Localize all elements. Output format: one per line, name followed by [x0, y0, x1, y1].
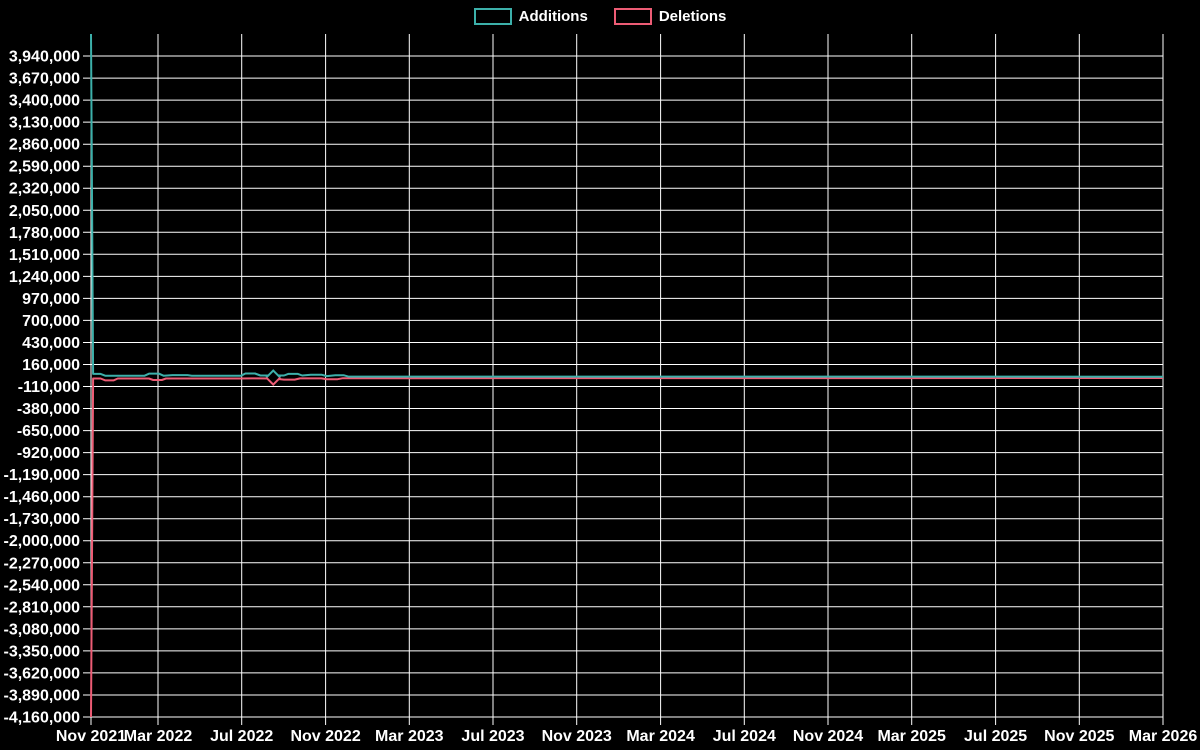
x-axis-label: Jul 2022 — [210, 728, 273, 745]
y-axis-label: -2,270,000 — [3, 555, 80, 572]
series-line-additions[interactable] — [90, 33, 1164, 378]
y-axis-label: -3,080,000 — [3, 621, 80, 638]
hover-marker-deletions-icon[interactable] — [265, 376, 281, 386]
x-axis-label: Nov 2023 — [542, 728, 612, 745]
y-axis-label: -4,160,000 — [3, 710, 80, 727]
hover-marker-additions-icon[interactable] — [265, 369, 281, 379]
legend-item-deletions[interactable]: Deletions — [613, 8, 727, 25]
y-axis-label: -920,000 — [17, 445, 80, 462]
y-axis-label: 1,780,000 — [9, 225, 80, 242]
legend-label-deletions: Deletions — [658, 8, 727, 25]
x-axis-label: Mar 2026 — [1129, 728, 1198, 745]
x-axis-label: Jul 2024 — [713, 728, 776, 745]
x-axis-label: Mar 2024 — [626, 728, 695, 745]
y-axis-label: 2,050,000 — [9, 203, 80, 220]
y-axis-label: -2,810,000 — [3, 599, 80, 616]
y-axis-label: -2,000,000 — [3, 533, 80, 550]
x-axis-label: Jul 2025 — [964, 728, 1027, 745]
hover-marker-fill — [266, 370, 281, 385]
y-axis-label: 2,590,000 — [9, 159, 80, 176]
y-axis-label: 3,670,000 — [9, 71, 80, 88]
x-axis-label: Nov 2022 — [290, 728, 360, 745]
y-axis-label: -1,190,000 — [3, 467, 80, 484]
y-axis-label: 3,940,000 — [9, 49, 80, 66]
x-axis-label: Nov 2024 — [793, 728, 863, 745]
additions-swatch-icon — [473, 8, 512, 25]
x-axis-label: Mar 2023 — [375, 728, 444, 745]
y-axis-label: -2,540,000 — [3, 577, 80, 594]
y-axis-label: 430,000 — [22, 335, 80, 352]
y-axis-label: 970,000 — [22, 291, 80, 308]
x-axis-label: Mar 2022 — [124, 728, 193, 745]
y-axis-label: -3,890,000 — [3, 688, 80, 705]
y-axis-label: 2,860,000 — [9, 137, 80, 154]
y-axis-label: 3,400,000 — [9, 93, 80, 110]
y-axis-label: -3,350,000 — [3, 643, 80, 660]
y-axis-label: -1,460,000 — [3, 489, 80, 506]
y-axis-label: 1,240,000 — [9, 269, 80, 286]
y-axis-label: 160,000 — [22, 357, 80, 374]
y-axis-label: -3,620,000 — [3, 665, 80, 682]
y-axis-label: -1,730,000 — [3, 511, 80, 528]
series-line-deletions[interactable] — [90, 377, 1164, 718]
chart-legend: Additions Deletions — [0, 8, 1200, 25]
y-axis-label: 1,510,000 — [9, 247, 80, 264]
y-axis-label: 3,130,000 — [9, 115, 80, 132]
deletions-swatch-icon — [613, 8, 652, 25]
x-axis-label: Nov 2025 — [1044, 728, 1114, 745]
y-axis-label: 2,320,000 — [9, 181, 80, 198]
x-axis-label: Nov 2021 — [56, 728, 126, 745]
legend-label-additions: Additions — [518, 8, 588, 25]
y-axis-label: -650,000 — [17, 423, 80, 440]
legend-item-additions[interactable]: Additions — [473, 8, 588, 25]
x-axis-label: Jul 2023 — [461, 728, 524, 745]
x-axis-label: Mar 2025 — [877, 728, 946, 745]
y-axis-label: -380,000 — [17, 401, 80, 418]
y-axis-label: 700,000 — [22, 313, 80, 330]
y-axis-label: -110,000 — [18, 379, 80, 396]
